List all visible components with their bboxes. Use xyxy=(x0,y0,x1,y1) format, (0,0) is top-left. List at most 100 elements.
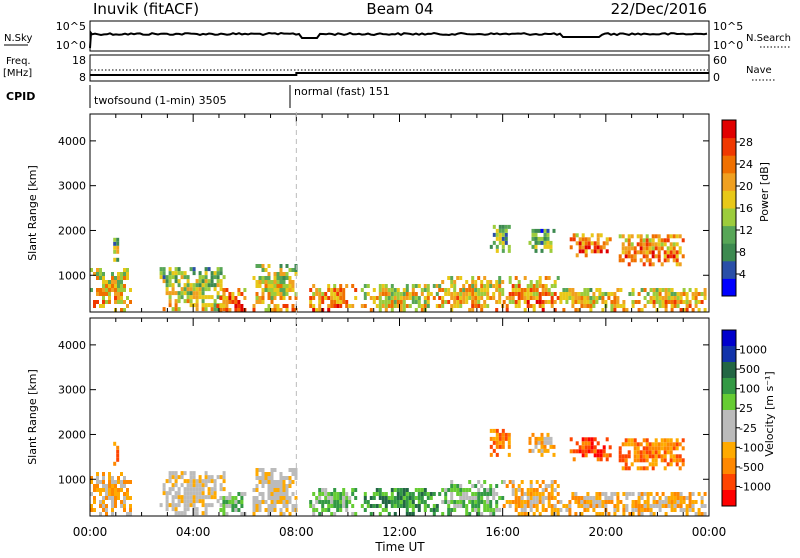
power-cell-2 xyxy=(174,267,178,272)
power-cell-10 xyxy=(537,236,541,241)
power-cell-7 xyxy=(471,292,475,296)
velocity-cell-9 xyxy=(502,480,506,484)
power-cell-10 xyxy=(543,244,547,249)
velocity-cell-5 xyxy=(333,496,337,500)
velocity-cell-7 xyxy=(489,508,493,512)
velocity-cell-4 xyxy=(282,476,286,480)
velocity-cell-12 xyxy=(625,496,629,500)
velocity-cell-14 xyxy=(691,500,695,504)
velocity-cell-14 xyxy=(685,504,689,508)
power-cell-10 xyxy=(546,236,550,241)
velocity-cell-7 xyxy=(465,512,469,516)
power-cell-13 xyxy=(660,238,664,243)
velocity-cell-12 xyxy=(586,492,590,496)
power-cell-12 xyxy=(565,288,569,292)
velocity-cell-11 xyxy=(587,437,591,442)
velocity-cell-14 xyxy=(637,504,641,508)
power-cell-7 xyxy=(456,276,460,280)
velocity-cell-9 xyxy=(529,492,533,496)
velocity-cell-9 xyxy=(508,500,512,504)
velocity-cell-8 xyxy=(489,428,493,433)
power-cell-4 xyxy=(288,296,292,300)
power-cell-11 xyxy=(599,249,603,254)
power-cell-4 xyxy=(291,268,295,272)
velocity-cell-5 xyxy=(312,504,316,508)
power-cell-12 xyxy=(580,292,584,296)
velocity-cell-9 xyxy=(508,504,512,508)
power-cell-14 xyxy=(670,304,674,308)
power-cell-13 xyxy=(666,250,670,255)
power-cell-6 xyxy=(399,292,403,296)
power-cell-7 xyxy=(450,304,454,308)
power-cell-10 xyxy=(531,228,535,233)
power-cell-7 xyxy=(492,284,496,288)
power-cell-13 xyxy=(672,250,676,255)
power-cell-4 xyxy=(255,284,259,288)
velocity-cell-12 xyxy=(613,492,617,496)
velocity-cell-5 xyxy=(333,492,337,496)
power-cell-6 xyxy=(390,288,394,292)
velocity-cell-5 xyxy=(324,492,328,496)
velocity-cell-2 xyxy=(189,471,193,476)
power-cell-7 xyxy=(468,284,472,288)
power-cell-14 xyxy=(697,292,701,296)
velocity-cell-7 xyxy=(474,496,478,500)
power-colorbar-swatch-4 xyxy=(722,208,736,227)
freq-panel-frame xyxy=(89,54,710,82)
velocity-cell-8 xyxy=(492,436,496,441)
power-cell-14 xyxy=(703,292,707,296)
velocity-cell-4 xyxy=(255,484,259,488)
velocity-cell-2 xyxy=(183,499,187,504)
power-cell-2 xyxy=(195,299,199,304)
power-cell-5 xyxy=(339,300,343,304)
power-cell-7 xyxy=(453,300,457,304)
velocity-cell-9 xyxy=(529,484,533,488)
velocity-cell-14 xyxy=(634,508,638,512)
power-cell-4 xyxy=(252,308,256,312)
power-cell-14 xyxy=(691,308,695,312)
velocity-cell-14 xyxy=(643,508,647,512)
power-cell-7 xyxy=(480,308,484,312)
power-cell-3 xyxy=(219,304,223,308)
velocity-cell-4 xyxy=(267,492,271,496)
power-cell-12 xyxy=(562,292,566,296)
velocity-cell-6 xyxy=(390,504,394,508)
power-cell-12 xyxy=(592,300,596,304)
power-cell-13 xyxy=(654,242,658,247)
power-cell-14 xyxy=(694,288,698,292)
power-cell-6 xyxy=(381,304,385,308)
power-cell-2 xyxy=(186,279,190,284)
velocity-cell-7 xyxy=(495,508,499,512)
velocity-cell-9 xyxy=(550,496,554,500)
velocity-cell-4 xyxy=(261,500,265,504)
velocity-cell-3 xyxy=(240,500,244,504)
power-cell-14 xyxy=(700,300,704,304)
velocity-cell-0 xyxy=(99,492,102,496)
velocity-cbar-label-3: 25 xyxy=(739,402,753,415)
velocity-cell-13 xyxy=(633,450,637,455)
power-cell-2 xyxy=(213,299,217,304)
velocity-cell-0 xyxy=(108,480,111,484)
power-cell-2 xyxy=(192,283,196,288)
power-cell-14 xyxy=(685,296,689,300)
velocity-cell-0 xyxy=(99,488,102,492)
velocity-cell-5 xyxy=(333,488,337,492)
power-cell-5 xyxy=(333,300,337,304)
power-cell-0 xyxy=(114,300,117,304)
velocity-cell-2 xyxy=(198,495,202,500)
velocity-cell-4 xyxy=(252,496,256,500)
velocity-cell-13 xyxy=(675,438,679,443)
power-cell-2 xyxy=(195,307,199,312)
power-cell-0 xyxy=(108,280,111,284)
velocity-cell-5 xyxy=(327,500,331,504)
power-cell-9 xyxy=(514,292,518,296)
power-cell-4 xyxy=(285,272,289,276)
power-cell-7 xyxy=(471,304,475,308)
velocity-cell-7 xyxy=(471,492,475,496)
power-cell-2 xyxy=(186,291,190,296)
velocity-cell-2 xyxy=(204,495,208,500)
velocity-cell-13 xyxy=(654,462,658,467)
power-cell-3 xyxy=(237,292,241,296)
velocity-cell-7 xyxy=(492,492,496,496)
power-cell-0 xyxy=(99,304,102,308)
